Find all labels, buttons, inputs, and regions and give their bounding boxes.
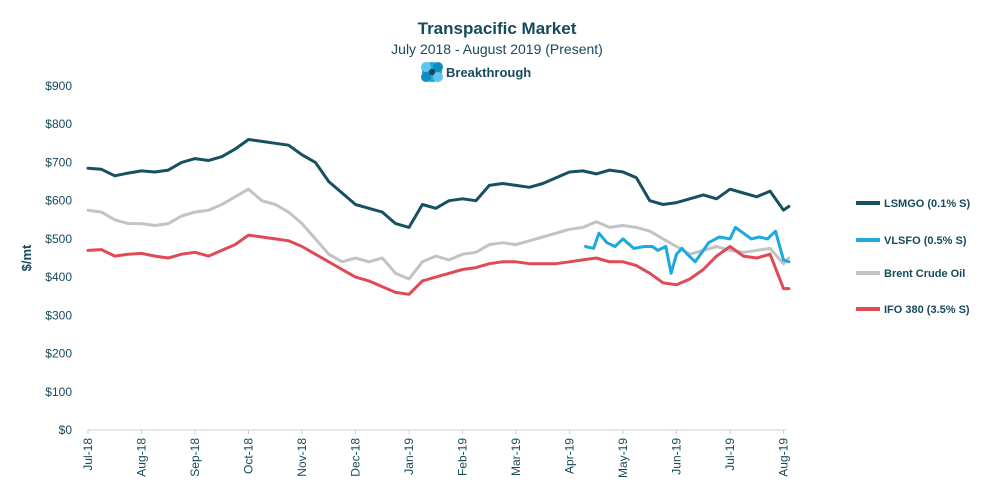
series-line-ifo-380-3-5-s xyxy=(86,233,791,296)
x-tick-label: Jun-19 xyxy=(670,438,684,475)
y-tick-label: $900 xyxy=(45,79,72,93)
x-tick-label: Sep-18 xyxy=(188,438,202,477)
y-tick-label: $300 xyxy=(45,308,72,322)
x-tick-label: Dec-18 xyxy=(349,438,363,477)
y-tick-label: $600 xyxy=(45,194,72,208)
chart-subtitle: July 2018 - August 2019 (Present) xyxy=(391,41,603,57)
legend-label: LSMGO (0.1% S) xyxy=(884,198,971,210)
series-line-vlsfo-0-5-s xyxy=(584,225,791,275)
y-tick-label: $700 xyxy=(45,155,72,169)
x-tick-label: Oct-18 xyxy=(242,438,256,474)
legend-label: Brent Crude Oil xyxy=(884,268,965,280)
series-line-brent-crude-oil xyxy=(86,187,791,281)
breakthrough-logo-text: Breakthrough xyxy=(446,65,531,80)
chart-title: Transpacific Market xyxy=(418,19,577,38)
y-tick-label: $800 xyxy=(45,117,72,131)
legend: LSMGO (0.1% S) VLSFO (0.5% S) Brent Crude … xyxy=(856,198,971,316)
x-tick-label: Nov-18 xyxy=(295,438,309,477)
x-axis-ticks: Jul-18 Aug-18 Sep-18 Oct-18 Nov-18 Dec-18 Jan-… xyxy=(81,430,791,478)
x-tick-label: Jul-18 xyxy=(81,438,95,471)
x-tick-label: Feb-19 xyxy=(456,438,470,476)
x-tick-label: Jan-19 xyxy=(402,438,416,475)
y-tick-label: $0 xyxy=(59,423,73,437)
y-tick-label: $500 xyxy=(45,232,72,246)
x-tick-label: Aug-18 xyxy=(135,438,149,477)
x-tick-label: Mar-19 xyxy=(509,438,523,476)
x-tick-label: May-19 xyxy=(616,438,630,478)
series-lines xyxy=(86,138,791,296)
legend-label: IFO 380 (3.5% S) xyxy=(884,304,970,316)
x-tick-label: Aug-19 xyxy=(777,438,791,477)
y-tick-label: $200 xyxy=(45,347,72,361)
x-tick-label: Jul-19 xyxy=(723,438,737,471)
y-tick-label: $100 xyxy=(45,385,72,399)
y-axis-ticks: $0 $100 $200 $300 $400 $500 $600 $700 $800 $900 xyxy=(45,79,72,437)
series-line-lsmgo-0-1-s xyxy=(86,138,791,229)
y-axis-label: $/mt xyxy=(19,244,34,271)
breakthrough-logo: Breakthrough xyxy=(421,62,531,82)
x-tick-label: Apr-19 xyxy=(563,438,577,474)
breakthrough-logo-icon xyxy=(421,62,443,82)
y-tick-label: $400 xyxy=(45,270,72,284)
legend-label: VLSFO (0.5% S) xyxy=(884,235,967,247)
